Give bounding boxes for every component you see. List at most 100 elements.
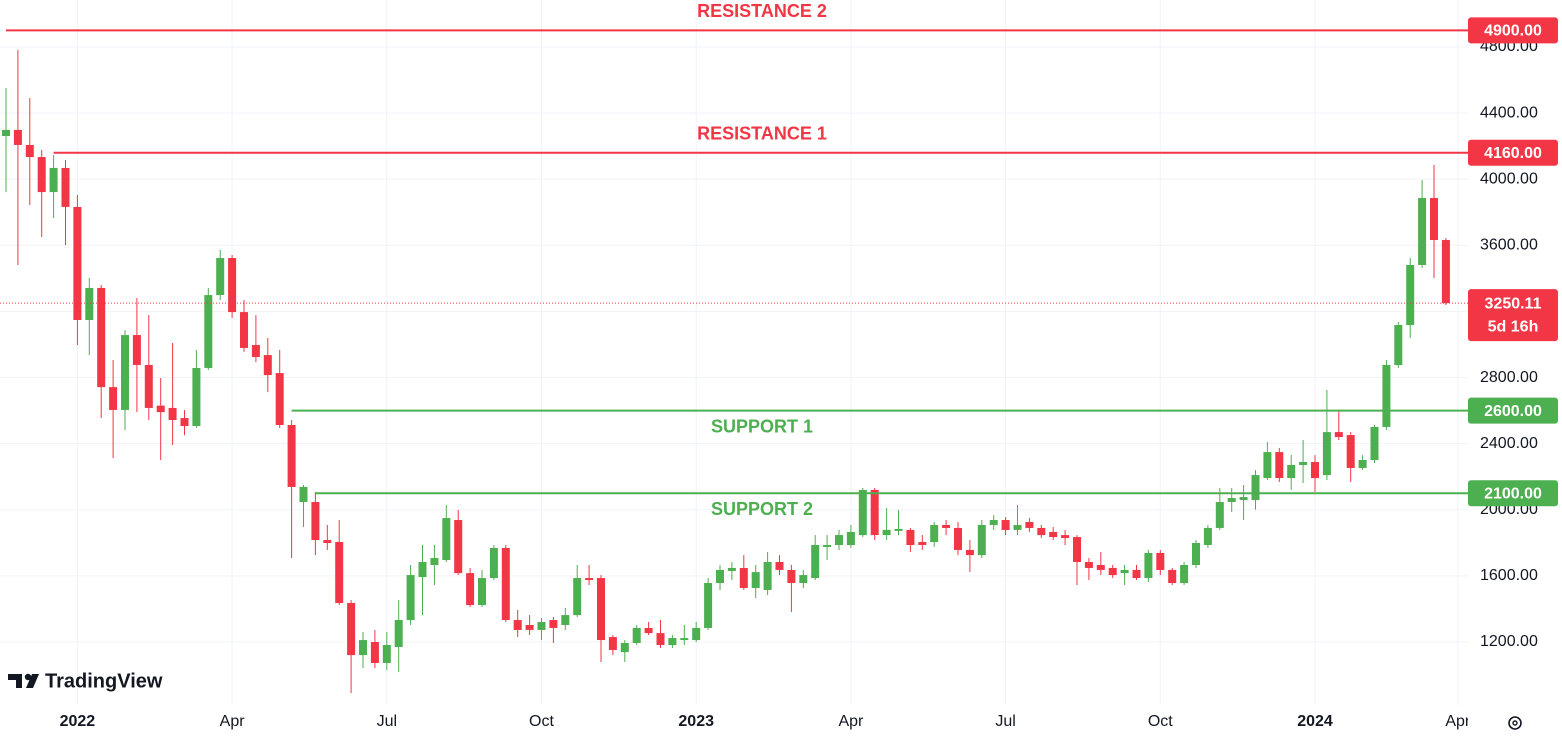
watermark-logo xyxy=(8,674,39,688)
watermark-logo-dot xyxy=(24,673,32,681)
x-tick-label: Apr xyxy=(838,713,864,730)
candle-body xyxy=(811,544,820,579)
candle-body xyxy=(1013,524,1022,530)
candle-body xyxy=(418,562,427,578)
candle-body xyxy=(251,344,260,358)
candle-body xyxy=(1049,531,1058,538)
candle-body xyxy=(597,578,605,641)
candle-body xyxy=(478,578,486,605)
countdown-label: 5d 16h xyxy=(1488,318,1539,335)
candle-layer xyxy=(2,49,1450,694)
level-name: SUPPORT 2 xyxy=(711,499,813,519)
candle-body xyxy=(394,620,403,647)
candle-body xyxy=(799,575,808,584)
candle-body xyxy=(525,624,534,630)
level-name: RESISTANCE 1 xyxy=(697,123,827,143)
candle-body xyxy=(263,355,272,376)
candle-body xyxy=(858,489,867,536)
axis-layer: 1200.001600.002000.002400.002800.003200.… xyxy=(1480,38,1538,650)
level-layer: RESISTANCE 2 RESISTANCE 1 SUPPORT 1 SUPPORT… xyxy=(0,1,1468,519)
candle-body xyxy=(1037,527,1046,536)
candle-body xyxy=(1168,569,1177,584)
candle-body xyxy=(97,287,106,388)
last-price-label: 3250.11 xyxy=(1485,295,1542,312)
candle-body xyxy=(132,335,141,365)
x-tick-label: Jul xyxy=(995,713,1015,730)
candle-body xyxy=(918,542,927,545)
y-tick-label: 4400.00 xyxy=(1480,104,1538,121)
candle-body xyxy=(644,627,653,634)
candle-body xyxy=(73,206,82,321)
level-tag-label: 4900.00 xyxy=(1484,23,1542,40)
candle-body xyxy=(168,407,177,421)
tag-layer: 4900.00 4160.00 2600.00 2100.00 3250.11 5d 16… xyxy=(1468,17,1558,507)
settings-gear-hub[interactable] xyxy=(1512,720,1518,726)
candle-body xyxy=(1275,452,1284,479)
candle-body xyxy=(466,573,475,605)
candle-body xyxy=(299,486,308,503)
candle-body xyxy=(1239,497,1248,501)
candle-body xyxy=(787,569,796,584)
level-name: SUPPORT 1 xyxy=(711,416,813,436)
watermark-text: TradingView xyxy=(45,670,163,692)
grid-layer xyxy=(0,0,1468,705)
settings-icon[interactable] xyxy=(1508,716,1522,730)
candle-body xyxy=(1025,522,1034,528)
candle-body xyxy=(85,287,94,321)
candle-body xyxy=(1311,462,1319,479)
candle-body xyxy=(37,157,46,193)
candle-body xyxy=(1346,435,1355,468)
y-tick-label: 1600.00 xyxy=(1480,567,1538,584)
candle-body xyxy=(13,129,22,145)
candle-body xyxy=(501,547,510,621)
candle-body xyxy=(370,642,379,664)
level-tag-label: 2100.00 xyxy=(1484,485,1542,502)
candle-body xyxy=(1394,324,1403,365)
y-tick-label: 1200.00 xyxy=(1480,633,1538,650)
candle-body xyxy=(930,524,939,543)
candle-body xyxy=(954,527,962,550)
candle-body xyxy=(977,524,986,556)
candle-body xyxy=(1334,432,1343,438)
candle-body xyxy=(382,644,391,664)
candle-body xyxy=(180,418,189,426)
candle-body xyxy=(704,583,713,628)
candle-body xyxy=(228,258,237,313)
candle-body xyxy=(775,562,784,570)
candle-body xyxy=(823,544,832,547)
candle-body xyxy=(359,640,367,656)
candle-body xyxy=(1287,464,1296,479)
candle-body xyxy=(323,540,332,544)
candle-body xyxy=(1120,569,1129,574)
candle-body xyxy=(287,424,296,487)
candle-body xyxy=(656,633,665,645)
candle-body xyxy=(549,620,558,628)
level-tag xyxy=(1468,17,1558,44)
candle-body xyxy=(1096,564,1105,570)
candle-body xyxy=(680,638,689,641)
x-tick-label: Apr xyxy=(220,713,246,730)
candle-body xyxy=(275,373,284,425)
candle-body xyxy=(965,549,974,556)
level-tag-label: 4160.00 xyxy=(1484,145,1542,162)
time-axis: 2022 Apr Jul Oct 2023 Apr Jul Oct 2024 Apr xyxy=(60,713,1468,730)
candle-body xyxy=(1108,567,1117,576)
candle-body xyxy=(537,622,546,630)
candle-body xyxy=(192,367,201,426)
level-name: RESISTANCE 2 xyxy=(697,1,827,21)
settings-gear[interactable] xyxy=(1508,716,1522,730)
level-tag xyxy=(1468,397,1558,424)
y-tick-label: 2400.00 xyxy=(1480,435,1538,452)
candle-body xyxy=(156,405,165,413)
candle-body xyxy=(608,637,617,650)
candle-body xyxy=(1441,240,1450,304)
x-tick-label: Oct xyxy=(1148,713,1173,730)
candle-body xyxy=(347,603,356,656)
candle-body xyxy=(489,547,498,579)
candle-body xyxy=(739,567,748,588)
candle-body xyxy=(716,569,724,584)
candle-body xyxy=(109,387,118,410)
candle-body xyxy=(311,502,320,541)
level-tag xyxy=(1468,139,1558,166)
